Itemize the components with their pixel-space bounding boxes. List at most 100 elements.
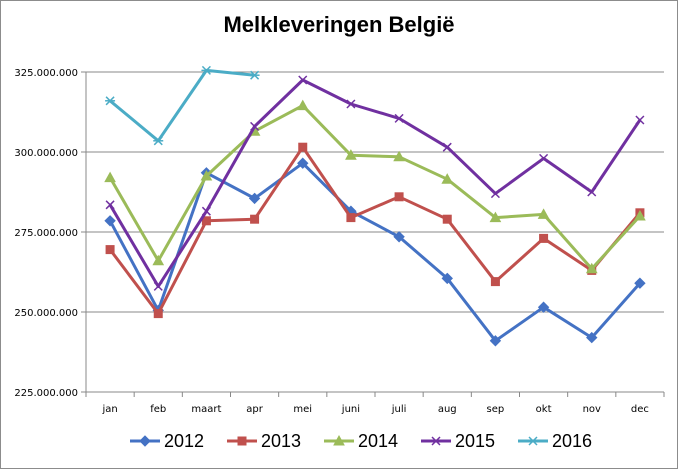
data-point — [346, 213, 356, 223]
chart-title: Melkleveringen België — [223, 12, 454, 37]
x-tick-label: aug — [438, 404, 457, 415]
data-point — [489, 211, 502, 223]
legend-label: 2014 — [358, 431, 398, 451]
marker-stroke — [490, 189, 500, 199]
data-point — [201, 216, 211, 226]
x-tick-label: jan — [101, 404, 117, 415]
marker-stroke — [635, 115, 645, 125]
legend-item-2012: 2012 — [130, 431, 204, 451]
data-point — [634, 277, 646, 289]
x-tick-label: apr — [246, 404, 263, 415]
data-point — [298, 75, 308, 85]
legend-label: 2016 — [552, 431, 592, 451]
data-point — [635, 115, 645, 125]
data-point — [634, 209, 646, 221]
data-point — [393, 231, 405, 243]
legend: 2012 2013 2014 2015 2016 — [130, 431, 592, 451]
data-point — [297, 157, 309, 169]
data-point — [201, 206, 211, 216]
data-point — [587, 187, 597, 197]
series-line-2013 — [108, 145, 642, 316]
data-point — [489, 335, 502, 347]
x-tick-label: sep — [487, 404, 505, 415]
data-point — [490, 189, 500, 199]
y-tick-label: 300.000.000 — [14, 148, 78, 159]
legend-item-2014: 2014 — [324, 431, 398, 451]
data-point — [539, 233, 549, 243]
x-tick-label: okt — [536, 404, 552, 415]
series-line-2014 — [108, 104, 642, 271]
data-point — [153, 309, 163, 319]
marker-stroke — [250, 121, 260, 131]
marker-stroke — [539, 153, 549, 163]
x-tick-label: nov — [583, 404, 601, 415]
y-tick-label: 325.000.000 — [14, 68, 78, 79]
x-tick-label: maart — [191, 404, 221, 415]
data-point — [200, 169, 213, 181]
data-point — [585, 262, 598, 274]
legend-item-2013: 2013 — [227, 431, 301, 451]
x-tick-label: juni — [341, 404, 360, 415]
marker-stroke — [105, 200, 115, 210]
marker-stroke — [346, 99, 356, 109]
data-point — [442, 142, 452, 152]
series-2014 — [104, 99, 646, 274]
data-point — [105, 245, 115, 255]
data-point — [346, 99, 356, 109]
data-point — [393, 150, 405, 162]
data-point — [490, 277, 500, 287]
marker-stroke — [431, 436, 441, 446]
data-point — [248, 192, 261, 205]
series-2015 — [105, 75, 645, 291]
legend-swatch-marker — [528, 436, 538, 446]
data-point — [441, 272, 453, 285]
x-tick-label: feb — [150, 404, 166, 415]
data-point — [201, 65, 212, 75]
data-point — [249, 70, 260, 80]
marker-stroke — [442, 142, 452, 152]
data-point — [586, 331, 598, 344]
legend-item-2015: 2015 — [421, 431, 495, 451]
legend-label: 2012 — [164, 431, 204, 451]
legend-swatch-marker — [333, 434, 345, 446]
data-point — [345, 149, 357, 160]
marker-stroke — [587, 187, 597, 197]
data-point — [250, 214, 260, 224]
data-point — [105, 96, 116, 106]
series-line-2016 — [109, 68, 255, 143]
data-point — [153, 281, 163, 291]
marker-stroke — [201, 206, 211, 216]
data-point — [537, 301, 550, 313]
series-2016 — [105, 65, 260, 146]
data-point — [105, 200, 115, 210]
data-point — [394, 192, 404, 202]
series-line-2015 — [108, 78, 642, 288]
data-point — [298, 142, 308, 152]
legend-label: 2013 — [261, 431, 301, 451]
data-point — [441, 173, 454, 184]
marker-stroke — [394, 113, 404, 123]
legend-swatch-marker — [237, 436, 247, 446]
data-point — [296, 99, 309, 111]
legend-label: 2015 — [455, 431, 495, 451]
y-tick-label: 250.000.000 — [14, 308, 78, 319]
x-tick-label: dec — [631, 404, 649, 415]
y-tick-label: 275.000.000 — [14, 228, 78, 239]
legend-swatch-marker — [139, 435, 151, 447]
y-tick-label: 225.000.000 — [14, 388, 78, 399]
legend-item-2016: 2016 — [518, 431, 592, 451]
data-point — [104, 171, 116, 183]
data-point — [537, 208, 550, 219]
marker-stroke — [153, 281, 163, 291]
data-point — [250, 121, 260, 131]
x-tick-label: mei — [293, 404, 312, 415]
x-tick-label: juli — [391, 404, 407, 415]
series-line-2012 — [108, 161, 642, 343]
legend-swatch-marker — [431, 436, 441, 446]
data-point — [539, 153, 549, 163]
data-point — [104, 215, 116, 227]
marker-stroke — [298, 75, 308, 85]
data-point — [153, 136, 164, 146]
data-point — [152, 254, 165, 266]
